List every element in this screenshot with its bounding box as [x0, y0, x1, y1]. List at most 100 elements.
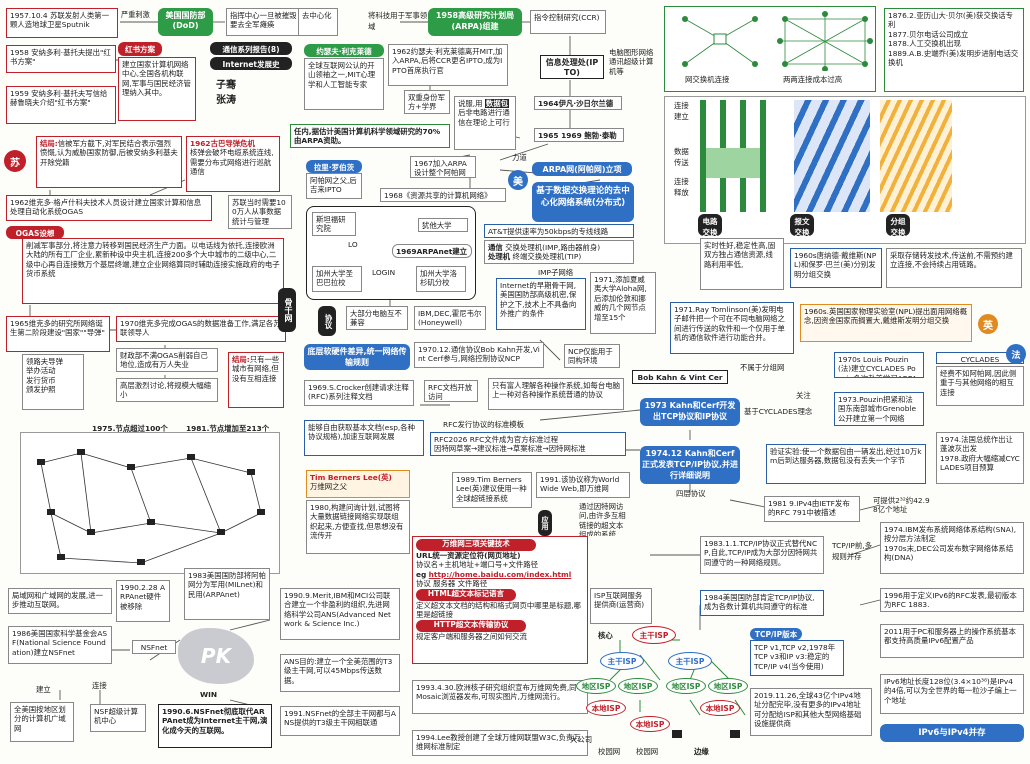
vendors-box: IBM,DEC,霍尼韦尔(Honeywell) [414, 306, 486, 330]
edge-campus-1: 校园网 [598, 747, 621, 756]
isp-local-3: 本地ISP [700, 700, 740, 716]
circuit-data-fill [706, 148, 760, 178]
tim-box: Tim Berners Lee(英) 万维网之父 [306, 470, 410, 498]
ipv4-count: 可提供2³²约42.98亿个地址 [870, 494, 936, 518]
win-label: WIN [200, 690, 218, 699]
isp-box-text: ISP互联网服务提供商(运营商) [594, 591, 645, 610]
univ-text: 全美国按地区划分的计算机广域网 [14, 705, 66, 733]
event-1957-sputnik: 1957.10.4 苏联发射人类第一颗人造地球卫星Sputnik [6, 8, 118, 38]
isp-region-4: 地区ISP [708, 678, 748, 694]
internet-text: Internet的早期骨干网,美国国防部高级机密,保护之下,技术上不具备向外推广… [500, 281, 577, 319]
ans-text: ANS目的:建立一个全美范围的T3级主干网,可以45Mbps传送数据。 [284, 657, 393, 685]
event-text: 2019.11.26,全球43亿个IPv4地址分配完毕,没有更多的IPv4地址可… [754, 691, 862, 729]
end-title: 结局: [232, 355, 250, 364]
ogas-title: OGAS设想 [6, 226, 64, 239]
tim-title: Tim Berners Lee(英) [310, 473, 392, 482]
licklider-name: 约瑟夫·利克莱德 [304, 44, 384, 57]
isp-main-3: 主干ISP [668, 652, 712, 670]
event-1969-arpanet: 1969ARPAnet建立 [392, 244, 472, 258]
step-release: 连接释放 [674, 177, 689, 197]
result-box: 结局:信被军方截下,对军民结合表示强烈愤慨,认为威胁国家防御,后被安纳多利基夫开… [36, 136, 182, 188]
packet-stripes [880, 100, 952, 212]
node-label: 加州大学圣巴巴拉校 [316, 269, 353, 288]
event-1965-network: 1965维克多的研究所网络诞生第二阶段建设"国家""导弹" [6, 316, 110, 352]
dod-node: 美国国防部(DoD) [158, 8, 213, 36]
event-1991-nsfnet: 1991.NSFnet的全部主干网都与ANS提供的T3级主干网相联通 [280, 706, 400, 736]
decentral-box: 去中心化 [298, 8, 338, 36]
message-desc: 1960s唐纳德·戴维斯(NPL)和保罗·巴兰(美)分别发明分组交换 [790, 248, 882, 288]
event-text: 1970s Louis Pouzin(法)建立CYCLADES Pouzin多次… [838, 355, 917, 377]
event-1996-ipv6: 1996用于定义IPv6的RFC发表,最初版本为RFC 1883. [880, 588, 1024, 612]
http-text: 规定客户端和服务器之间如何交流 [416, 631, 527, 641]
eg-link[interactable]: http://home.baidu.com/index.html [428, 569, 572, 579]
isp-local-1: 本地ISP [586, 700, 626, 716]
estimate-text: 苏联当时需要100万人从事数据统计与管理 [232, 198, 286, 226]
html-title: HTML超文本标记语言 [416, 588, 516, 601]
tim-sub: 万维网之父 [310, 482, 347, 492]
event-1962-cuba: 1962古巴导弹危机 核弹会破坏电缆系统连线,需要分布式网络进行巡航通信 [186, 136, 280, 192]
edge-campus-2: 校园网 [636, 747, 659, 756]
isp-core-label: 核心 [598, 631, 613, 640]
node-label: 斯坦福研究院 [316, 215, 346, 234]
event-text: 1991.该协议称为World Wide Web,即万维网 [540, 475, 620, 494]
other-item: 发行货币 [26, 375, 56, 385]
packet-label: 分组交换 [886, 214, 910, 236]
node-ucla: 加州大学圣巴巴拉校 [312, 266, 362, 292]
author-name: 子骞 张涛 [216, 80, 236, 106]
other-item: 举办活动 [26, 366, 56, 376]
circuit-bar-1 [700, 100, 706, 212]
cyclades-text: CYCLADES [960, 355, 1000, 364]
hinder-text: 财政部不满OGAS削弱自己地位,造成有万人失业 [120, 351, 208, 370]
edge-pc-icon [730, 730, 740, 738]
step-transfer: 数据传送 [674, 147, 689, 167]
cyclades-desc-text: 经费不如阿帕网,因此侧重于与其他网络的相互连接 [940, 369, 1017, 397]
lan-wan: 局域网和广域网的发展,进一步推动互联网。 [8, 588, 112, 614]
event-text: 1983.1.1.TCP/IP协议正式替代NCP,自此,TCP/IP成为大部分因… [704, 539, 818, 567]
event-text: 1971,添加夏威夷大学Aloha网,后添加伦敦和挪威的几个网节点增至15个 [594, 275, 647, 322]
isp-box: ISP互联网服务提供商(运营商) [590, 588, 652, 624]
nodes-1975: 1975.节点超过100个 [92, 424, 168, 433]
url-title: URL统一资源定位符(网页地址) [416, 551, 521, 560]
event-1876: 1876.2.亚历山大·贝尔(美)获交换话专利 [888, 11, 1014, 30]
arpanet-project: ARPA网(阿帕网)立项 [532, 162, 632, 176]
event-1990-arpanet-removed: 1990.2.28 ARPAnet硬件被移除 [116, 580, 170, 622]
kahn-cerf: Bob Kahn & Vint Cerf [632, 370, 728, 384]
event-2019-ipv4: 2019.11.26,全球43亿个IPv4地址分配完毕,没有更多的IPv4地址可… [750, 688, 872, 736]
event-1971-aloha: 1971,添加夏威夷大学Aloha网,后添加伦敦和挪威的几个网节点增至15个 [590, 272, 656, 334]
isp-main-1: 主干ISP [632, 626, 676, 644]
event-text: 1969.S.Crocker创建请求注释(RFC)系列注释文档 [308, 383, 409, 402]
edge-label: 边缘 [694, 747, 709, 756]
end-box: 结局:只有一些城市有网络,但没有互相连接 [228, 352, 284, 408]
internet-box: Internet的早期骨干网,美国国防部高级机密,保护之下,技术上不具备向外推广… [496, 278, 586, 330]
node-label: 犹他大学 [422, 221, 452, 230]
event-1990-merit: 1990.9.Merit,IBM和MCI公司联合建立一个非盈利的组织,先进网络科… [280, 588, 400, 640]
event-1971-email: 1971.Ray Tomlinson(美)发明电子邮件把一个可在不同电脑网络之间… [670, 302, 794, 354]
event-1989: 1989.Tim Berners Lee(英)建议使用一种全球超链接系统 [452, 472, 532, 508]
edge-pc-icon [672, 730, 682, 738]
packet-desc-text: 采取存储转发技术,传送前,不需预约建立连接,不会持续占用链路。 [890, 251, 1013, 270]
isp-region-3: 地区ISP [666, 678, 706, 694]
apply-tag: 应用 [538, 510, 552, 536]
pk-node: PK [178, 628, 254, 684]
event-text: 1958 安纳多利·基托夫提出"红书方案" [10, 48, 111, 67]
comm-label: 通信 [488, 243, 503, 252]
super-center: NSF超级计算机中心 [90, 704, 146, 732]
proc-label: 处理机 [488, 252, 511, 262]
ogas-text: 削减军事部分,将注意力转移到国民经济生产力面。以电话线为依托,连接欧洲大陆的所有… [26, 241, 280, 279]
arpanet-map [20, 432, 280, 574]
decentral-text: 去中心化 [302, 11, 332, 20]
imp-box: 通信 交换处理机(IMP,路由器前身) 处理机 终端交换处理机(TIP) [484, 240, 634, 264]
event-text: 1964伊凡·沙日尔兰德 [538, 99, 614, 108]
event-text: 1965维克多的研究所网络诞生第二阶段建设"国家""导弹" [10, 319, 105, 338]
event-1983-split: 1983美国国防部将阿帕网分为军用(MILnet)和民用(ARPAnet) [184, 568, 270, 620]
switch-panel: 网交换机连接 两两连接成本过高 [664, 6, 876, 92]
event-1968: 1968《资源共享的计算机网络》 [380, 188, 506, 202]
sna-dna: 1974.IBM发布系统网络体系结构(SNA),按分层方法制定 1970s末,DE… [880, 522, 1024, 574]
step-connect: 连接建立 [674, 101, 689, 121]
finance-opposition: 财政部不满OGAS削弱自己地位,造成有万人失业 [116, 348, 218, 372]
event-1970-dna: 1970s末,DEC公司发布数字网络体系结构(DNA) [884, 543, 1014, 563]
event-1959-letter: 1959 安纳多利·基托夫写信给赫鲁晓夫介绍"红书方案" [6, 86, 116, 124]
tag-uk: 英 [978, 314, 998, 334]
event-text: 1989.Tim Berners Lee(英)建议使用一种全球超链接系统 [456, 475, 527, 503]
